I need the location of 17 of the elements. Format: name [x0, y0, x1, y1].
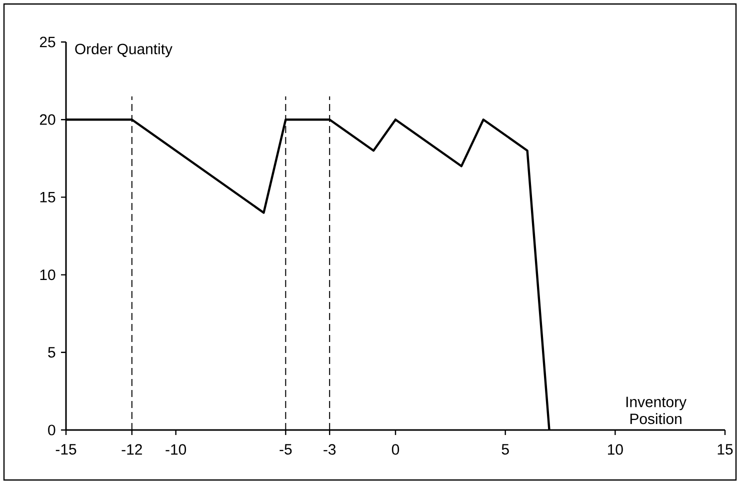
- x-axis-title: Inventory Position: [626, 396, 687, 424]
- x-tick-label: -15: [56, 444, 76, 455]
- x-tick-label: 5: [502, 444, 509, 455]
- x-tick-label: 10: [608, 444, 623, 455]
- y-tick-label: 5: [48, 347, 56, 358]
- y-tick-label: 20: [40, 114, 56, 125]
- y-tick-label: 25: [40, 36, 56, 48]
- y-tick-label: 10: [40, 270, 56, 280]
- x-tick-label: -3: [324, 444, 336, 455]
- x-tick-label: 0: [392, 444, 400, 455]
- x-tick-label: -5: [280, 444, 292, 455]
- y-tick-label: 15: [40, 192, 56, 202]
- x-tick-label: -10: [166, 444, 186, 455]
- x-tick-label: 15: [718, 444, 733, 455]
- y-tick-label: 0: [48, 424, 56, 436]
- y-axis-title: Order Quantity: [75, 43, 172, 58]
- x-tick-label: -12: [122, 444, 142, 455]
